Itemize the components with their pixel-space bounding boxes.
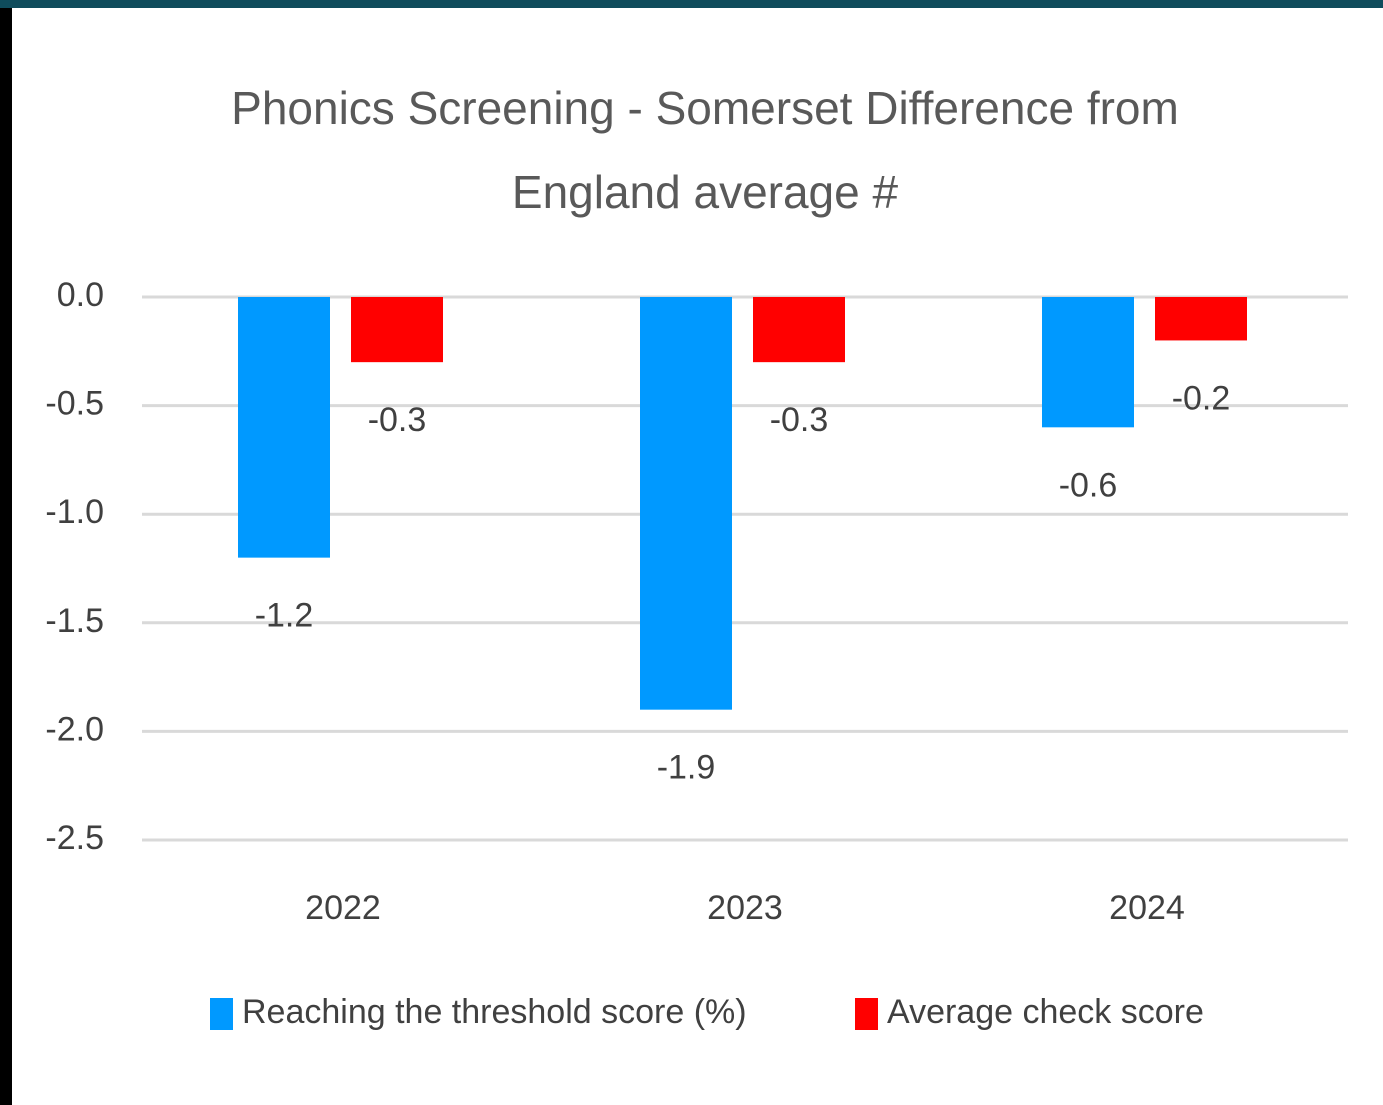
y-tick-label: -1.0 — [45, 493, 104, 531]
bar — [1042, 297, 1134, 428]
data-label: -1.9 — [657, 749, 716, 787]
data-label: -0.3 — [770, 401, 829, 439]
bar — [351, 297, 443, 363]
bar — [753, 297, 845, 363]
y-tick-label: -0.5 — [45, 385, 104, 423]
y-tick-label: -1.5 — [45, 602, 104, 640]
data-label: -1.2 — [255, 597, 314, 635]
chart-title: Phonics Screening - Somerset Difference … — [231, 82, 1179, 218]
data-label: -0.3 — [368, 401, 427, 439]
bar — [238, 297, 330, 558]
x-tick-label: 2022 — [305, 889, 381, 927]
y-tick-label: 0.0 — [57, 276, 104, 314]
legend-label: Reaching the threshold score (%) — [242, 993, 747, 1031]
bar — [1155, 297, 1247, 341]
bar — [640, 297, 732, 710]
x-tick-label: 2024 — [1109, 889, 1185, 927]
legend-swatch — [210, 998, 233, 1030]
left-border — [0, 8, 12, 1105]
y-tick-label: -2.0 — [45, 710, 104, 748]
data-label: -0.2 — [1172, 379, 1231, 417]
top-border — [0, 0, 1383, 8]
x-tick-label: 2023 — [707, 889, 783, 927]
y-tick-label: -2.5 — [45, 819, 104, 857]
legend-swatch — [855, 998, 878, 1030]
legend-label: Average check score — [887, 993, 1204, 1031]
data-label: -0.6 — [1059, 466, 1118, 504]
